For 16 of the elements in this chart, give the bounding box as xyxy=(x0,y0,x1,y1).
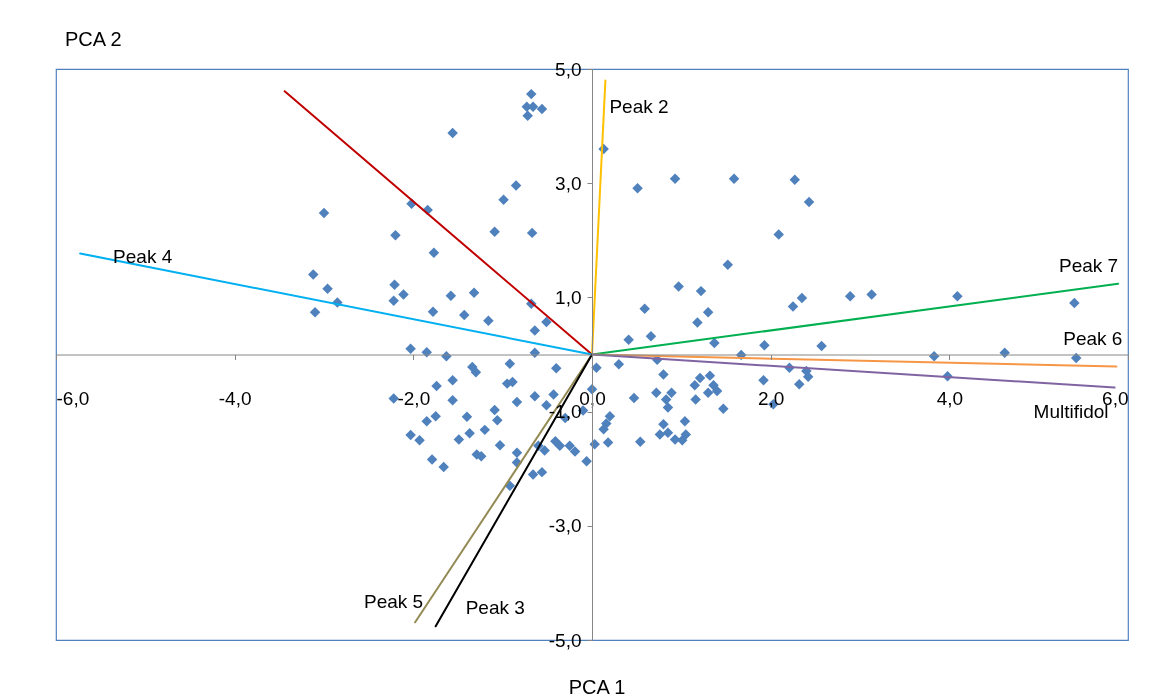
series-label: Peak 7 xyxy=(1059,254,1119,276)
series-label: Peak 5 xyxy=(363,591,424,613)
y-tick-label: 3,0 xyxy=(555,172,582,194)
series-label: Peak 4 xyxy=(113,246,173,268)
x-tick-label: -2,0 xyxy=(397,388,431,409)
y-axis-title: PCA 2 xyxy=(65,28,122,50)
series-label: Peak 2 xyxy=(609,96,669,118)
x-tick-label: 2,0 xyxy=(757,388,785,409)
series-label: Peak 3 xyxy=(465,597,525,619)
x-axis-title: PCA 1 xyxy=(568,676,626,698)
x-tick-label: -4,0 xyxy=(218,388,252,409)
series-label: Peak 6 xyxy=(1063,328,1123,350)
y-tick-label: -3,0 xyxy=(548,515,582,537)
x-tick-label: 4,0 xyxy=(936,388,964,409)
x-tick-label: -6,0 xyxy=(56,388,90,409)
y-tick-label: 1,0 xyxy=(555,286,582,308)
